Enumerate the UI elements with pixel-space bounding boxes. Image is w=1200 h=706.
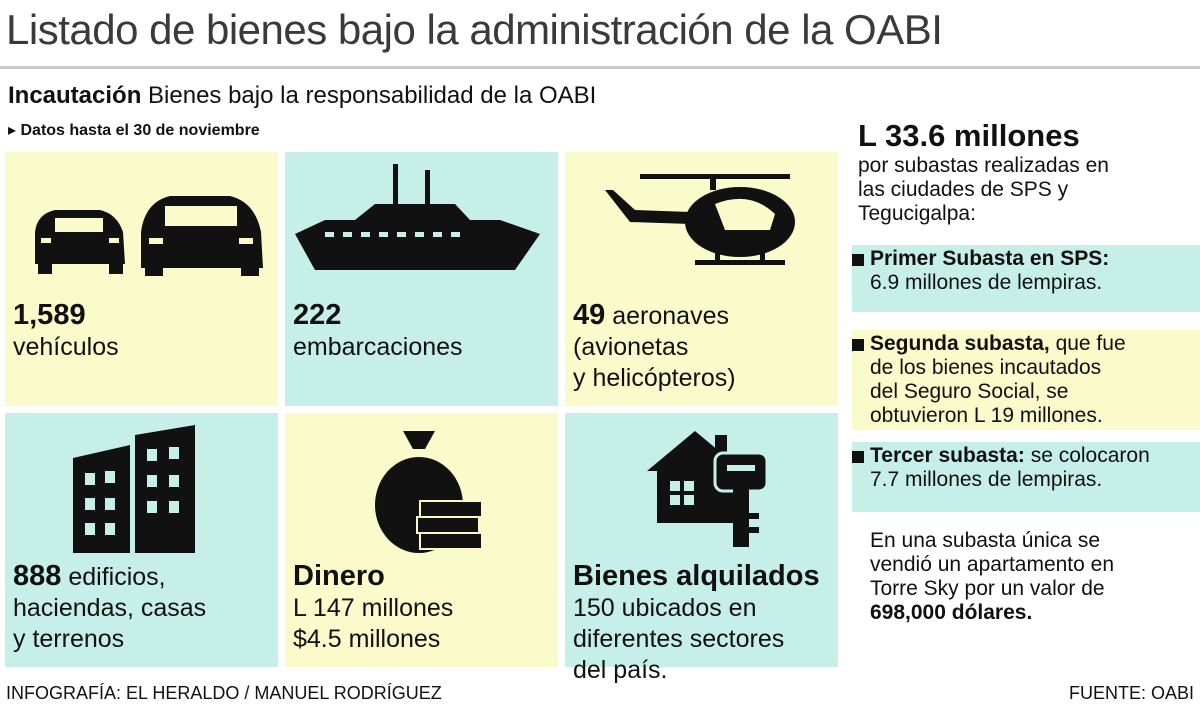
text: aeronaves (612, 302, 729, 330)
first-line: Dinero (293, 561, 453, 593)
text-line: 6.9 millones de lempiras. (870, 271, 1103, 294)
tile-text: 1,589 vehículos (13, 300, 119, 363)
text-line: $4.5 millones (293, 625, 441, 653)
tile-money: Dinero L 147 millones $4.5 millones (285, 413, 558, 667)
tile-boats: 222 embarcaciones (285, 152, 558, 406)
bold-text: 888 (13, 560, 62, 592)
first-line: Bienes alquilados (573, 561, 820, 593)
source: FUENTE: OABI (1068, 683, 1194, 703)
headline: L 33.6 millones (858, 118, 1080, 153)
text-line: 150 ubicados en (573, 594, 757, 622)
icon-helicopter (605, 174, 795, 265)
text-line: (avionetas (573, 333, 689, 361)
intro-line: Tegucigalpa: (858, 202, 976, 225)
bold-text: Segunda subasta, (870, 332, 1050, 355)
item-text: Primer Subasta en SPS: 6.9 millones de le… (870, 247, 1109, 295)
first-line: Tercer subasta: se colocaron (870, 444, 1150, 468)
intro: por subastas realizadas en las ciudades d… (858, 154, 1200, 226)
text: que fue (1055, 332, 1126, 355)
text-line: y helicópteros) (573, 364, 736, 392)
first-line: 1,589 (13, 300, 119, 332)
first-line: Primer Subasta en SPS: (870, 247, 1109, 271)
bold-text: 1,589 (13, 299, 86, 331)
intro-line: por subastas realizadas en (858, 154, 1109, 177)
tile-rented: Bienes alquilados 150 ubicados en diferent… (565, 413, 838, 684)
tile-aircraft: 49 aeronaves (avionetas y helicópteros) (565, 152, 838, 406)
tile-text: Bienes alquilados 150 ubicados en diferent… (573, 561, 820, 686)
tile-text: 49 aeronaves (avionetas y helicópteros) (573, 300, 736, 394)
text-line: vehículos (13, 333, 119, 361)
auction-item: Tercer subasta: se colocaron 7.7 millones… (852, 442, 1200, 512)
item-text: Tercer subasta: se colocaron 7.7 millones… (870, 444, 1150, 492)
text-line: diferentes sectores (573, 625, 785, 653)
tile-vehicles: 1,589 vehículos (5, 152, 278, 406)
text-line: de los bienes incautados (870, 356, 1102, 379)
sidebar: L 33.6 millones por subastas realizadas … (858, 118, 1200, 226)
closing-bold: 698,000 dólares. (870, 601, 1033, 624)
text-line: haciendas, casas (13, 594, 207, 622)
first-line: 222 (293, 300, 463, 332)
icon-house-key (647, 431, 769, 547)
bold-text: Bienes alquilados (573, 560, 820, 592)
closing: En una subasta única se vendió un apartam… (870, 529, 1114, 625)
item-text: Segunda subasta, que fue de los bienes in… (870, 332, 1126, 428)
auction-item: Primer Subasta en SPS: 6.9 millones de le… (852, 245, 1200, 312)
closing-line: vendió un apartamento en (870, 553, 1115, 576)
credit: INFOGRAFÍA: EL HERALDO / MANUEL RODRÍGUE… (6, 683, 442, 703)
subtitle-bold: Incautación (8, 82, 142, 109)
tile-text: Dinero L 147 millones $4.5 millones (293, 561, 453, 655)
icon-ship (295, 164, 540, 270)
title: Listado de bienes bajo la administración… (6, 6, 943, 53)
closing-line: En una subasta única se (870, 529, 1100, 552)
first-line: Segunda subasta, que fue (870, 332, 1126, 356)
closing-line: Torre Sky por un valor de (870, 577, 1105, 600)
text-line: del Seguro Social, se (870, 380, 1069, 403)
text-line: L 147 millones (293, 594, 454, 622)
bold-text: Dinero (293, 560, 385, 592)
text-line: embarcaciones (293, 333, 463, 361)
first-line: 888 edificios, (13, 561, 206, 593)
tile-text: 222 embarcaciones (293, 300, 463, 363)
bold-text: Tercer subasta: (870, 444, 1025, 467)
intro-line: las ciudades de SPS y (858, 178, 1069, 201)
note-text: Datos hasta el 30 de noviembre (20, 122, 260, 139)
text-line: del país. (573, 656, 668, 684)
icon-money (375, 431, 483, 553)
text: edificios, (68, 563, 166, 591)
note: ▸ Datos hasta el 30 de noviembre (8, 122, 260, 139)
icon-buildings (73, 425, 195, 553)
text: se colocaron (1030, 444, 1150, 467)
bold-text: Primer Subasta en SPS: (870, 247, 1110, 270)
auction-item: Segunda subasta, que fue de los bienes in… (852, 330, 1200, 430)
tile-text: 888 edificios, haciendas, casas y terrenos (13, 561, 206, 655)
subtitle: Incautación Bienes bajo la responsabilid… (8, 82, 596, 110)
text-line: y terrenos (13, 625, 125, 653)
subtitle-text: Bienes bajo la responsabilidad de la OAB… (148, 82, 597, 109)
bold-text: 49 (573, 299, 606, 331)
icon-cars (35, 196, 263, 276)
tile-buildings: 888 edificios, haciendas, casas y terrenos (5, 413, 278, 667)
first-line: 49 aeronaves (573, 300, 736, 332)
bold-text: 222 (293, 299, 342, 331)
text-line: obtuvieron L 19 millones. (870, 404, 1103, 427)
text-line: 7.7 millones de lempiras. (870, 468, 1103, 491)
title-rule (0, 66, 1200, 69)
